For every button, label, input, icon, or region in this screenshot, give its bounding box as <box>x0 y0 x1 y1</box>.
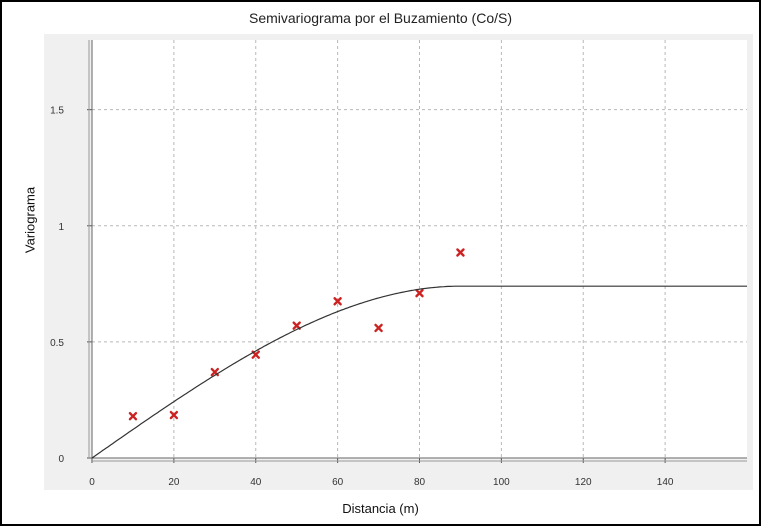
data-point <box>374 323 383 333</box>
data-point <box>292 321 301 330</box>
data-point <box>128 412 138 421</box>
data-point <box>456 248 465 257</box>
x-axis-label: Distancia (m) <box>342 501 419 516</box>
x-tick-label: 60 <box>332 477 344 488</box>
x-tick-label: 120 <box>575 477 592 488</box>
y-tick-label: 1 <box>58 222 64 233</box>
x-tick-label: 40 <box>250 477 262 488</box>
y-tick-label: 0 <box>58 454 64 465</box>
data-point <box>169 410 179 420</box>
x-tick-label: 140 <box>657 477 674 488</box>
x-tick-label: 80 <box>414 477 426 488</box>
x-tick-label: 0 <box>89 477 95 488</box>
y-tick-label: 0.5 <box>50 338 64 349</box>
data-point <box>415 288 424 298</box>
y-tick-label: 1.5 <box>50 106 64 117</box>
x-tick-label: 20 <box>168 477 180 488</box>
chart-title: Semivariograma por el Buzamiento (Co/S) <box>249 10 512 26</box>
x-tick-label: 100 <box>493 477 510 488</box>
data-point <box>333 297 342 306</box>
model-curve <box>91 285 747 459</box>
